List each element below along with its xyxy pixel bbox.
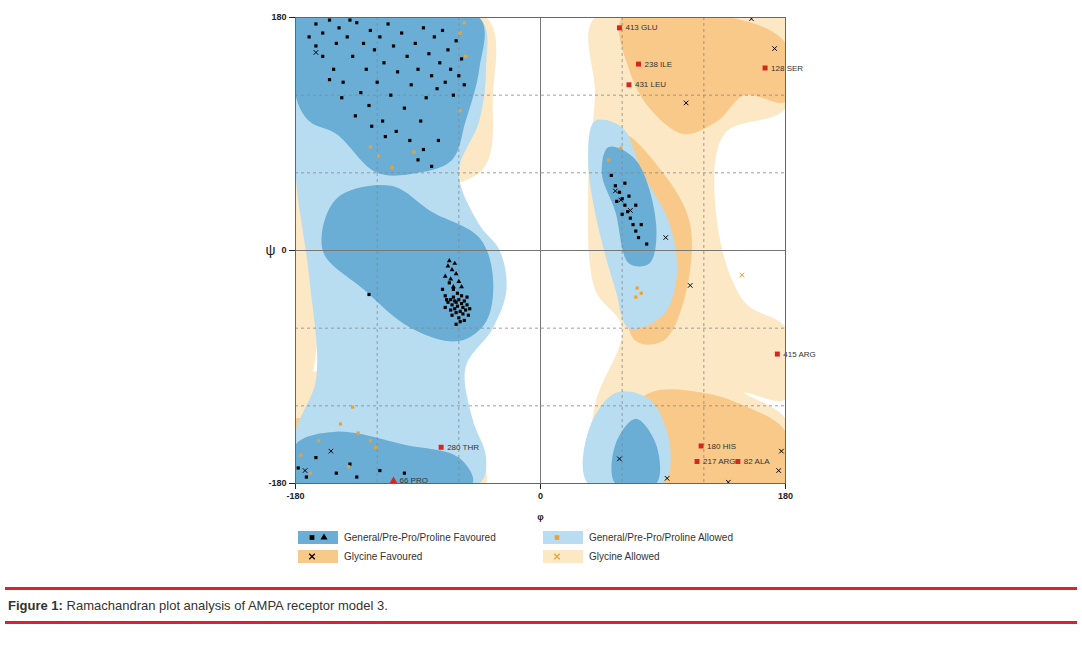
svg-text:66 PRO: 66 PRO (400, 476, 428, 485)
svg-text:415 ARG: 415 ARG (783, 350, 815, 359)
svg-text:ψ: ψ (266, 242, 276, 258)
svg-text:-180: -180 (268, 478, 286, 488)
svg-text:128 SER: 128 SER (771, 64, 803, 73)
html-text:Glycine Allowed: Glycine Allowed (589, 551, 660, 562)
html-text:Figure 1: Ramachandran plot an: Figure 1: Ramachandran plot analysis of … (8, 598, 388, 613)
svg-text:82 ALA: 82 ALA (744, 457, 770, 466)
svg-text:217 ARG: 217 ARG (703, 457, 735, 466)
svg-text:180: 180 (271, 12, 286, 22)
svg-text:238 ILE: 238 ILE (645, 60, 673, 69)
html-text:Glycine Favoured: Glycine Favoured (344, 551, 423, 562)
svg-text:180 HIS: 180 HIS (707, 442, 736, 451)
svg-text:-180: -180 (286, 491, 304, 501)
svg-text:0: 0 (281, 245, 286, 255)
html-text:General/Pre-Pro/Proline Favour: General/Pre-Pro/Proline Favoured (344, 532, 496, 543)
svg-text:0: 0 (538, 491, 543, 501)
svg-text:431 LEU: 431 LEU (635, 80, 666, 89)
svg-text:280 THR: 280 THR (447, 443, 479, 452)
html-text:General/Pre-Pro/Proline Allowe: General/Pre-Pro/Proline Allowed (589, 532, 733, 543)
svg-text:413 GLU: 413 GLU (625, 23, 657, 32)
svg-text:φ: φ (537, 512, 544, 522)
svg-text:180: 180 (778, 491, 793, 501)
